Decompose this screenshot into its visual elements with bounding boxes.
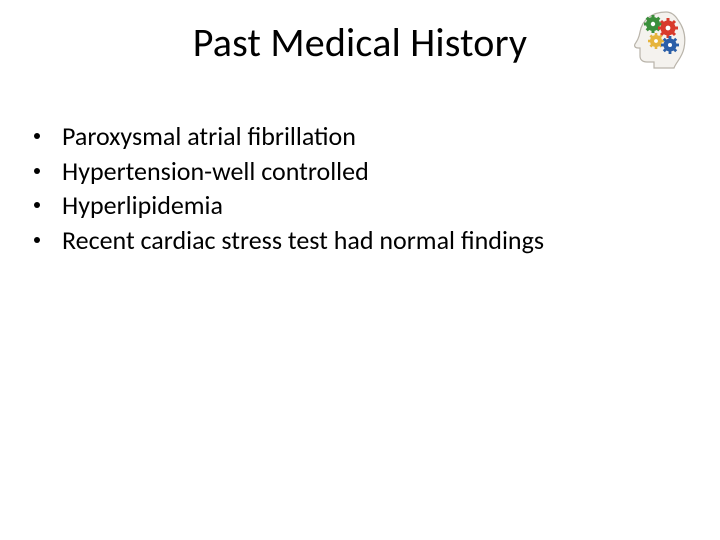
bullet-list: Paroxysmal atrial fibrillation Hypertens… <box>34 120 690 258</box>
bullet-text: Hyperlipidemia <box>62 189 690 222</box>
bullet-icon <box>34 237 40 243</box>
bullet-text: Paroxysmal atrial fibrillation <box>62 120 690 153</box>
bullet-text: Hypertension-well controlled <box>62 155 690 188</box>
slide-title: Past Medical History <box>0 18 720 67</box>
bullet-icon <box>34 168 40 174</box>
list-item: Hyperlipidemia <box>34 189 690 222</box>
brain-gears-icon <box>628 8 692 72</box>
bullet-icon <box>34 133 40 139</box>
list-item: Paroxysmal atrial fibrillation <box>34 120 690 153</box>
bullet-text: Recent cardiac stress test had normal fi… <box>62 224 690 257</box>
slide: Past Medical History <box>0 0 720 540</box>
list-item: Recent cardiac stress test had normal fi… <box>34 224 690 257</box>
bullet-icon <box>34 202 40 208</box>
list-item: Hypertension-well controlled <box>34 155 690 188</box>
